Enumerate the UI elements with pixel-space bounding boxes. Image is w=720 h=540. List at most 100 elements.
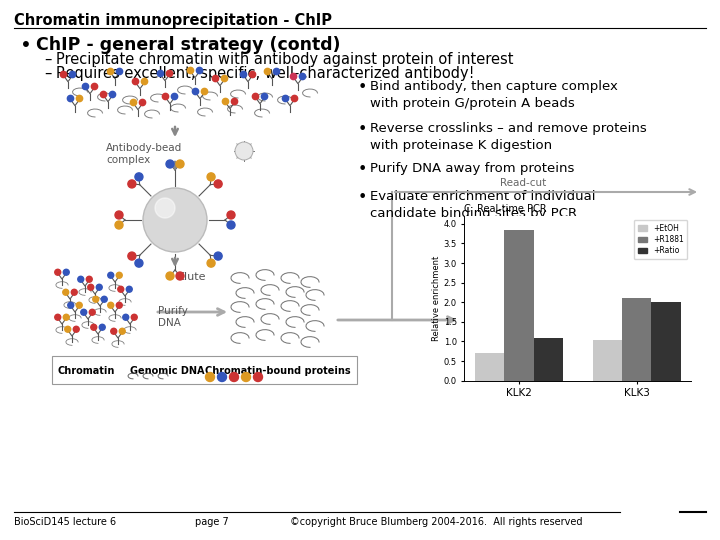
Circle shape (264, 69, 271, 75)
Circle shape (99, 325, 105, 330)
Circle shape (76, 302, 82, 308)
Circle shape (290, 73, 297, 79)
Circle shape (135, 259, 143, 267)
Circle shape (241, 373, 251, 381)
Text: Bind antibody, then capture complex
with protein G/protein A beads: Bind antibody, then capture complex with… (370, 80, 618, 111)
Circle shape (166, 160, 174, 168)
Circle shape (71, 289, 77, 295)
Circle shape (207, 259, 215, 267)
Circle shape (55, 314, 60, 320)
Bar (622, 298, 652, 381)
Circle shape (108, 272, 114, 278)
Text: •: • (20, 36, 32, 55)
Circle shape (300, 73, 306, 79)
Circle shape (68, 302, 73, 308)
Circle shape (63, 314, 69, 320)
Circle shape (82, 83, 89, 90)
Circle shape (207, 173, 215, 181)
Circle shape (222, 98, 229, 105)
Circle shape (100, 91, 107, 98)
Text: page 7: page 7 (195, 517, 229, 527)
Circle shape (123, 314, 129, 320)
Text: Elute: Elute (178, 272, 207, 282)
Circle shape (131, 314, 138, 320)
Circle shape (76, 96, 83, 102)
Circle shape (171, 93, 178, 100)
Text: ©copyright Bruce Blumberg 2004-2016.  All rights reserved: ©copyright Bruce Blumberg 2004-2016. All… (290, 517, 582, 527)
Circle shape (91, 83, 98, 90)
Circle shape (115, 221, 123, 229)
Circle shape (68, 96, 73, 102)
Circle shape (108, 302, 114, 308)
Circle shape (187, 68, 194, 73)
Circle shape (91, 325, 96, 330)
Y-axis label: Relative enrichment: Relative enrichment (432, 256, 441, 341)
Text: Precipitate chromatin with antibody against protein of interest: Precipitate chromatin with antibody agai… (56, 52, 513, 67)
Bar (474, 353, 504, 381)
Circle shape (88, 284, 94, 290)
Circle shape (143, 188, 207, 252)
Circle shape (93, 296, 99, 302)
Text: •: • (358, 122, 367, 137)
Circle shape (217, 373, 227, 381)
Circle shape (205, 373, 215, 381)
Circle shape (69, 71, 76, 78)
Circle shape (89, 309, 95, 315)
Bar (652, 302, 681, 381)
Circle shape (55, 269, 60, 275)
Text: Chromatin-bound proteins: Chromatin-bound proteins (205, 366, 351, 376)
Text: ChIP - general strategy (contd): ChIP - general strategy (contd) (36, 36, 341, 54)
Circle shape (240, 71, 247, 78)
Circle shape (60, 71, 67, 78)
Text: Read-cut: Read-cut (500, 178, 546, 188)
Circle shape (292, 96, 297, 102)
Circle shape (118, 286, 124, 292)
Bar (534, 338, 563, 381)
Bar (504, 230, 534, 381)
Circle shape (115, 211, 123, 219)
Circle shape (282, 96, 289, 102)
Circle shape (126, 286, 132, 292)
Circle shape (176, 160, 184, 168)
Circle shape (120, 328, 125, 334)
Circle shape (227, 211, 235, 219)
Circle shape (235, 142, 253, 160)
Circle shape (96, 284, 102, 290)
Circle shape (102, 296, 107, 302)
Circle shape (214, 180, 222, 188)
Circle shape (117, 69, 122, 75)
Circle shape (212, 76, 219, 82)
Text: Genomic DNA: Genomic DNA (130, 366, 204, 376)
FancyBboxPatch shape (52, 356, 357, 384)
Circle shape (230, 373, 238, 381)
Circle shape (130, 99, 137, 106)
Circle shape (166, 70, 173, 77)
Circle shape (116, 302, 122, 308)
Circle shape (128, 180, 136, 188)
Text: Chromatin: Chromatin (57, 366, 114, 376)
Circle shape (63, 269, 69, 275)
Circle shape (155, 198, 175, 218)
Circle shape (214, 252, 222, 260)
Circle shape (166, 272, 174, 280)
Circle shape (227, 221, 235, 229)
Text: –: – (44, 52, 51, 67)
Text: Purify DNA away from proteins: Purify DNA away from proteins (370, 162, 575, 175)
Circle shape (128, 252, 136, 260)
Circle shape (141, 78, 148, 85)
Circle shape (221, 76, 228, 82)
Text: Requires excellent, specific, well-characterized antibody!: Requires excellent, specific, well-chara… (56, 66, 474, 81)
Circle shape (158, 70, 163, 77)
Circle shape (253, 373, 263, 381)
Circle shape (192, 89, 199, 94)
Circle shape (78, 276, 84, 282)
Bar (593, 340, 622, 381)
Circle shape (249, 71, 256, 78)
Text: Reverse crosslinks – and remove proteins
with proteinase K digestion: Reverse crosslinks – and remove proteins… (370, 122, 647, 152)
Circle shape (65, 326, 71, 332)
Text: •: • (358, 162, 367, 177)
Circle shape (81, 309, 86, 315)
Circle shape (202, 89, 207, 94)
Circle shape (135, 173, 143, 181)
Text: Chromatin immunoprecipitation - ChIP: Chromatin immunoprecipitation - ChIP (14, 13, 332, 28)
